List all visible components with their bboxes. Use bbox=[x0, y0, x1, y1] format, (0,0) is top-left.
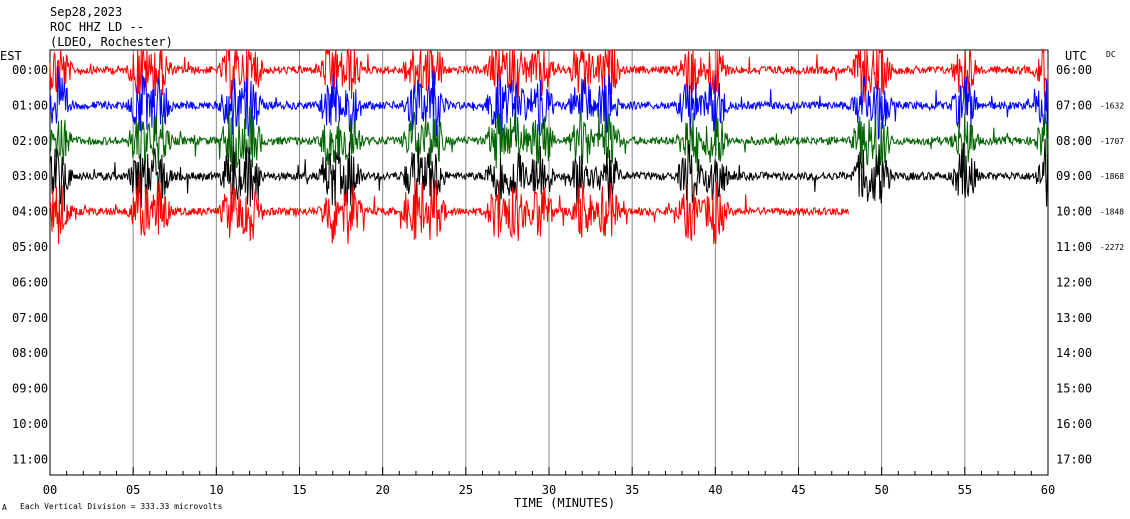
dc-offset-label: -1848 bbox=[1100, 208, 1124, 217]
x-tick-label: 15 bbox=[292, 483, 306, 497]
dc-offset-label: -1707 bbox=[1100, 137, 1124, 146]
x-tick-label: 50 bbox=[874, 483, 888, 497]
right-hour-label: 09:00 bbox=[1056, 169, 1092, 183]
left-hour-label: 09:00 bbox=[12, 382, 48, 396]
x-tick-label: 35 bbox=[625, 483, 639, 497]
left-hour-label: 01:00 bbox=[12, 98, 48, 112]
trace-layer bbox=[49, 48, 1049, 245]
x-tick-label: 20 bbox=[375, 483, 389, 497]
x-tick-label: 40 bbox=[708, 483, 722, 497]
right-hour-label: 10:00 bbox=[1056, 205, 1092, 219]
x-tick-label: 05 bbox=[126, 483, 140, 497]
left-hour-label: 07:00 bbox=[12, 311, 48, 325]
trace-black-0300 bbox=[49, 138, 1049, 212]
right-hour-label: 15:00 bbox=[1056, 382, 1092, 396]
right-axis-label: UTC bbox=[1065, 49, 1087, 63]
left-hour-label: 00:00 bbox=[12, 63, 48, 77]
corner-mark: A bbox=[2, 503, 7, 512]
footer-note: Each Vertical Division = 333.33 microvol… bbox=[20, 502, 222, 511]
right-hour-label: 16:00 bbox=[1056, 417, 1092, 431]
x-axis-label: TIME (MINUTES) bbox=[514, 496, 615, 510]
x-tick-label: 60 bbox=[1041, 483, 1055, 497]
trace-green-0200 bbox=[49, 106, 1049, 175]
header-station: ROC HHZ LD -- bbox=[50, 20, 144, 34]
right-hour-label: 13:00 bbox=[1056, 311, 1092, 325]
x-tick-label: 55 bbox=[958, 483, 972, 497]
right-hour-label: 08:00 bbox=[1056, 134, 1092, 148]
dc-offset-label: -1868 bbox=[1100, 172, 1124, 181]
x-tick-label: 25 bbox=[459, 483, 473, 497]
left-hour-label: 04:00 bbox=[12, 205, 48, 219]
x-tick-label: 10 bbox=[209, 483, 223, 497]
header-date: Sep28,2023 bbox=[50, 5, 122, 19]
right-hour-label: 17:00 bbox=[1056, 452, 1092, 466]
right-hour-label: 14:00 bbox=[1056, 346, 1092, 360]
left-hour-label: 11:00 bbox=[12, 452, 48, 466]
header-network: (LDEO, Rochester) bbox=[50, 35, 173, 49]
left-hour-label: 03:00 bbox=[12, 169, 48, 183]
left-hour-label: 10:00 bbox=[12, 417, 48, 431]
right-hour-label: 06:00 bbox=[1056, 63, 1092, 77]
left-hour-label: 08:00 bbox=[12, 346, 48, 360]
dc-label: DC bbox=[1106, 50, 1116, 59]
right-hour-label: 07:00 bbox=[1056, 98, 1092, 112]
left-hour-label: 02:00 bbox=[12, 134, 48, 148]
x-tick-label: 45 bbox=[791, 483, 805, 497]
plot-grid bbox=[132, 50, 966, 475]
left-hour-label: 05:00 bbox=[12, 240, 48, 254]
trace-blue-0100 bbox=[49, 66, 1049, 141]
left-axis-label: EST bbox=[0, 49, 22, 63]
dc-offset-label: -2272 bbox=[1100, 243, 1124, 252]
x-tick-label: 00 bbox=[43, 483, 57, 497]
x-tick-label: 30 bbox=[542, 483, 556, 497]
dc-offset-label: -1632 bbox=[1100, 101, 1124, 110]
trace-red-0000 bbox=[49, 48, 1049, 106]
right-hour-label: 11:00 bbox=[1056, 240, 1092, 254]
right-hour-label: 12:00 bbox=[1056, 275, 1092, 289]
left-hour-label: 06:00 bbox=[12, 275, 48, 289]
trace-red-0400 bbox=[49, 173, 849, 245]
tick-layer: 00 05 10 15 20 25 30 35 40 45 50 55 60 00:00 01:00 02:0… bbox=[12, 63, 1124, 497]
